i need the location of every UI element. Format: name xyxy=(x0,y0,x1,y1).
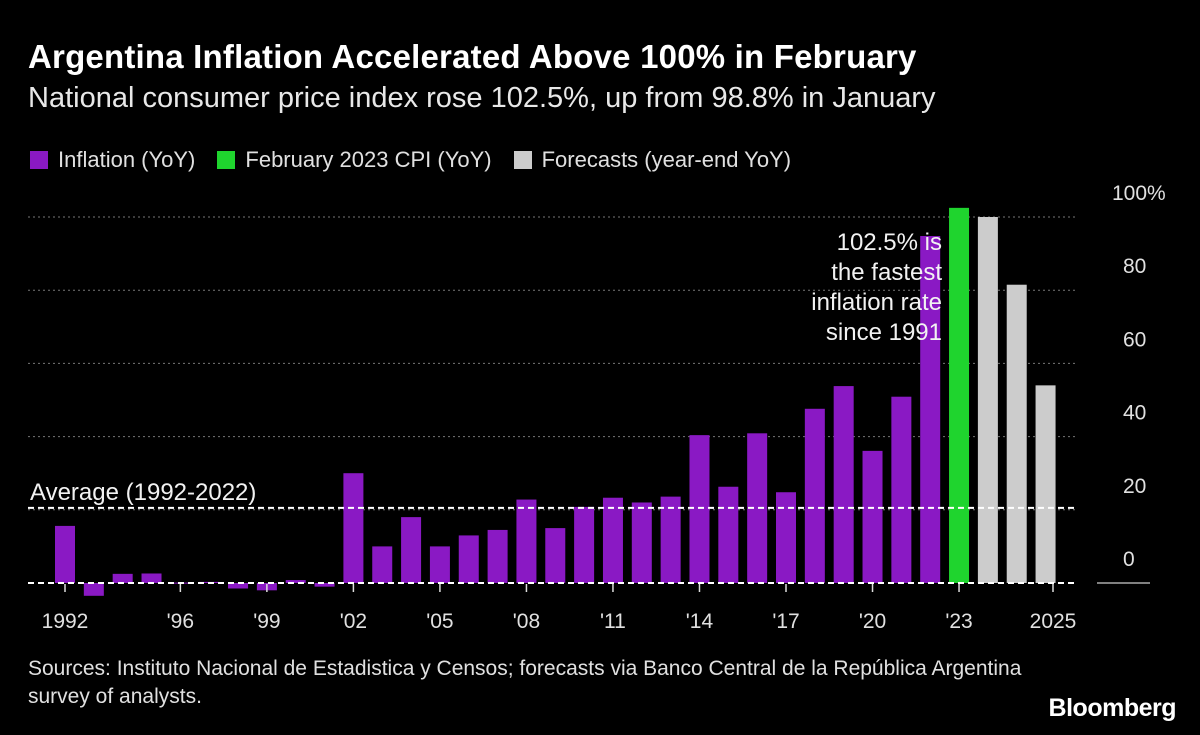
annotation-line-2: the fastest xyxy=(831,259,942,286)
bar-2022 xyxy=(920,236,941,584)
y-tick-0: 0 xyxy=(1123,548,1135,571)
legend-swatch-inflation xyxy=(30,151,48,169)
bar-2014 xyxy=(689,435,710,583)
average-reference: Average (1992-2022) xyxy=(28,479,1150,584)
bar-2002 xyxy=(343,473,364,583)
bar-2016 xyxy=(747,433,768,583)
x-tick-2014: '14 xyxy=(686,610,714,633)
y-tick-80: 80 xyxy=(1123,255,1146,278)
bar-chart: Average (1992-2022) 0 20 40 60 80 100% 1992 '9… xyxy=(28,182,1166,633)
chart-subtitle: National consumer price index rose 102.5… xyxy=(28,82,936,114)
bar-2009 xyxy=(545,528,566,583)
bar-2026 xyxy=(1035,385,1056,583)
bar-2015 xyxy=(718,486,739,583)
annotation-line-1: 102.5% is xyxy=(837,229,942,256)
bar-1992 xyxy=(55,525,75,583)
legend-item-inflation: Inflation (YoY) xyxy=(30,147,195,173)
x-tick-2025: 2025 xyxy=(1030,610,1077,633)
bar-2003 xyxy=(372,546,393,583)
legend-item-forecasts: Forecasts (year-end YoY) xyxy=(513,147,792,173)
x-tick-1992: 1992 xyxy=(42,610,89,633)
bar-2012 xyxy=(631,502,652,583)
bar-2021 xyxy=(891,396,912,583)
chart-title: Argentina Inflation Accelerated Above 10… xyxy=(28,38,917,75)
legend-swatch-february-cpi xyxy=(217,151,236,169)
x-tick-2011: '11 xyxy=(600,610,626,633)
bar-2006 xyxy=(458,535,479,583)
bar-2019 xyxy=(833,386,854,583)
y-axis-ticks: 0 20 40 60 80 100% xyxy=(1112,182,1166,571)
annotation-line-3: inflation rate xyxy=(811,289,942,316)
x-tick-2023: '23 xyxy=(945,610,972,633)
x-tick-2008: '08 xyxy=(513,610,540,633)
legend-label-forecasts: Forecasts (year-end YoY) xyxy=(541,147,792,172)
y-tick-60: 60 xyxy=(1123,328,1146,351)
bar-2024 xyxy=(977,217,998,583)
y-tick-100: 100% xyxy=(1112,182,1166,205)
bar-1998 xyxy=(228,583,249,589)
x-axis-ticks: 1992 '96 '99 '02 '05 '08 '11 '14 '17 '20 '23 2025 xyxy=(42,584,1077,633)
legend: Inflation (YoY) February 2023 CPI (YoY) … xyxy=(30,144,813,176)
average-label: Average (1992-2022) xyxy=(30,479,256,506)
bar-2025 xyxy=(1006,284,1027,583)
bar-2005 xyxy=(429,546,450,583)
y-tick-20: 20 xyxy=(1123,475,1146,498)
bar-2001 xyxy=(314,583,335,587)
bar-2023 xyxy=(949,207,970,583)
bar-1994 xyxy=(112,573,133,583)
bar-2020 xyxy=(862,450,883,583)
legend-label-inflation: Inflation (YoY) xyxy=(58,147,196,172)
bar-2017 xyxy=(776,492,796,583)
bar-1995 xyxy=(141,573,162,583)
x-tick-2005: '05 xyxy=(426,610,453,633)
annotation: 102.5% is the fastest inflation rate since … xyxy=(811,229,942,346)
bar-1993 xyxy=(83,583,104,596)
legend-label-february-cpi: February 2023 CPI (YoY) xyxy=(245,147,492,172)
y-tick-40: 40 xyxy=(1123,402,1146,425)
annotation-line-4: since 1991 xyxy=(826,319,942,346)
source-note: Sources: Instituto Nacional de Estadisti… xyxy=(28,657,1022,708)
x-tick-2002: '02 xyxy=(340,610,367,633)
x-tick-1999: '99 xyxy=(253,610,280,633)
bar-2013 xyxy=(660,496,681,583)
x-tick-2017: '17 xyxy=(772,610,799,633)
x-tick-1996: '96 xyxy=(167,610,194,633)
bar-2004 xyxy=(401,517,422,583)
bar-2007 xyxy=(487,529,508,583)
legend-item-february-cpi: February 2023 CPI (YoY) xyxy=(217,147,492,173)
bar-2010 xyxy=(574,506,595,583)
bar-2011 xyxy=(602,497,623,583)
legend-swatch-forecasts xyxy=(513,151,532,169)
x-tick-2020: '20 xyxy=(859,610,886,633)
bar-2008 xyxy=(516,499,537,583)
bar-2000 xyxy=(285,580,306,583)
bar-2018 xyxy=(804,408,825,583)
bloomberg-logo: Bloomberg xyxy=(1048,694,1177,722)
